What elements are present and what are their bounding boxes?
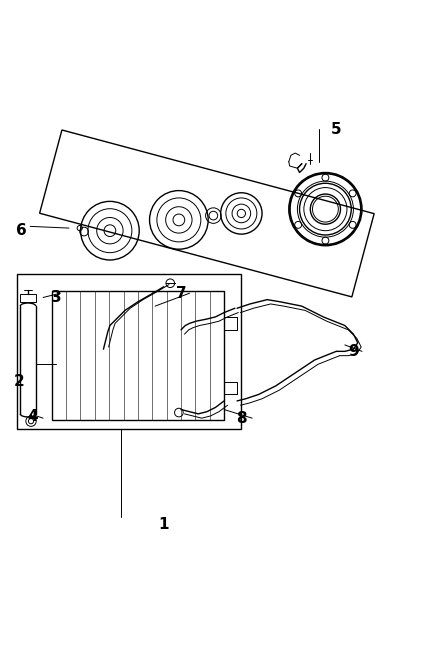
- Text: 9: 9: [347, 344, 358, 359]
- Bar: [17, 274, 241, 429]
- Text: 5: 5: [330, 122, 341, 137]
- Text: 3: 3: [51, 290, 61, 305]
- Bar: [52, 291, 224, 421]
- Text: 2: 2: [14, 374, 25, 389]
- Text: 6: 6: [16, 223, 27, 238]
- Text: 1: 1: [158, 517, 169, 532]
- Bar: [20, 294, 36, 302]
- Text: 4: 4: [27, 409, 37, 424]
- Text: 8: 8: [236, 411, 246, 426]
- Text: 7: 7: [175, 286, 186, 301]
